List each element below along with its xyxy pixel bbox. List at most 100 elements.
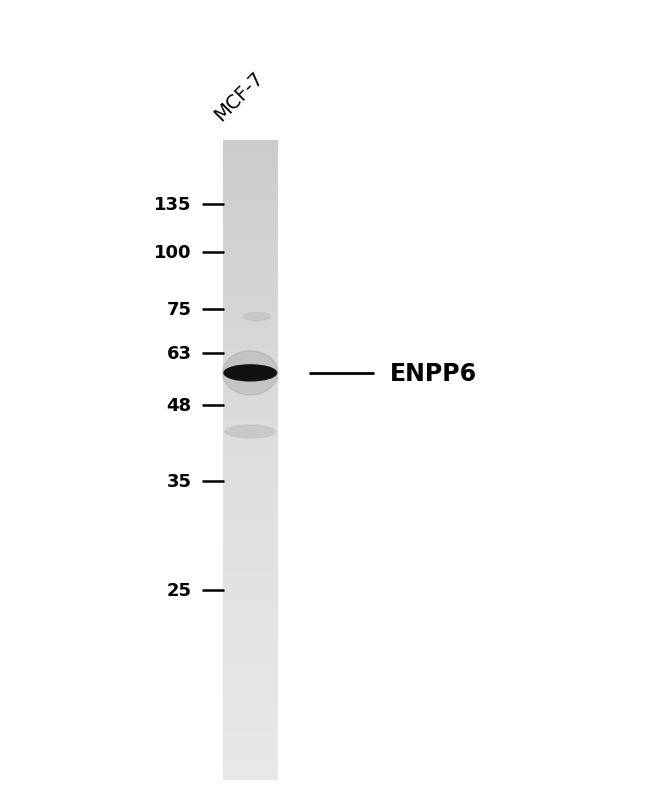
Bar xyxy=(222,606,278,610)
Bar xyxy=(222,658,278,662)
Bar xyxy=(222,600,278,604)
Bar xyxy=(222,683,278,687)
Bar xyxy=(222,210,278,214)
Bar xyxy=(222,332,278,336)
Bar xyxy=(222,316,278,320)
Bar xyxy=(222,514,278,518)
Bar xyxy=(222,169,278,173)
Bar xyxy=(222,696,278,700)
Bar xyxy=(222,313,278,317)
Bar xyxy=(222,517,278,521)
Bar xyxy=(222,294,278,298)
Bar xyxy=(222,731,278,735)
Bar xyxy=(222,540,278,544)
Text: ENPP6: ENPP6 xyxy=(390,361,477,385)
Bar xyxy=(222,622,278,626)
Bar xyxy=(222,469,278,473)
Bar xyxy=(222,590,278,594)
Bar xyxy=(222,565,278,569)
Ellipse shape xyxy=(226,426,275,438)
Bar xyxy=(222,179,278,183)
Bar xyxy=(222,527,278,531)
Bar xyxy=(222,766,278,770)
Bar xyxy=(222,344,278,349)
Bar xyxy=(222,648,278,652)
Bar xyxy=(222,575,278,579)
Bar xyxy=(222,373,278,377)
Bar xyxy=(222,406,278,410)
Bar xyxy=(222,744,278,748)
Bar xyxy=(222,609,278,613)
Bar xyxy=(222,495,278,499)
Bar xyxy=(222,472,278,476)
Bar xyxy=(222,246,278,250)
Bar xyxy=(222,593,278,597)
Bar xyxy=(222,287,278,291)
Bar xyxy=(222,217,278,221)
Bar xyxy=(222,619,278,623)
Bar xyxy=(222,753,278,757)
Ellipse shape xyxy=(243,313,270,321)
Bar xyxy=(222,450,278,454)
Bar xyxy=(222,176,278,180)
Bar xyxy=(222,207,278,211)
Bar xyxy=(222,603,278,607)
Bar xyxy=(222,320,278,324)
Bar xyxy=(222,737,278,741)
Bar xyxy=(222,556,278,560)
Bar xyxy=(222,578,278,582)
Bar xyxy=(222,198,278,202)
Bar xyxy=(222,284,278,288)
Bar xyxy=(222,482,278,486)
Bar xyxy=(222,434,278,438)
Bar xyxy=(222,715,278,719)
Bar xyxy=(222,444,278,448)
Bar xyxy=(222,265,278,269)
Bar xyxy=(222,252,278,256)
Bar xyxy=(222,712,278,716)
Bar xyxy=(222,441,278,445)
Bar xyxy=(222,195,278,199)
Bar xyxy=(222,747,278,751)
Bar xyxy=(222,654,278,658)
Bar xyxy=(222,383,278,387)
Text: 63: 63 xyxy=(167,344,192,362)
Bar xyxy=(222,326,278,330)
Bar xyxy=(222,533,278,537)
Bar xyxy=(222,501,278,505)
Bar xyxy=(222,457,278,460)
Bar xyxy=(222,160,278,164)
Bar xyxy=(222,760,278,764)
Bar xyxy=(222,214,278,218)
Bar xyxy=(222,409,278,413)
Bar xyxy=(222,370,278,374)
Bar xyxy=(222,255,278,259)
Bar xyxy=(222,520,278,524)
Bar xyxy=(222,377,278,381)
Bar xyxy=(222,645,278,649)
Bar xyxy=(222,709,278,713)
Bar xyxy=(222,438,278,442)
Bar xyxy=(222,498,278,502)
Bar xyxy=(222,750,278,754)
Bar xyxy=(222,380,278,384)
Bar xyxy=(222,144,278,148)
Bar xyxy=(222,147,278,151)
Bar xyxy=(222,667,278,671)
Bar xyxy=(222,552,278,556)
Bar xyxy=(222,402,278,406)
Bar xyxy=(222,141,278,145)
Bar xyxy=(222,674,278,678)
Bar xyxy=(222,307,278,311)
Bar xyxy=(222,585,278,588)
Bar xyxy=(222,661,278,665)
Bar xyxy=(222,396,278,400)
Bar xyxy=(222,236,278,240)
Bar xyxy=(222,763,278,767)
Bar xyxy=(222,226,278,230)
Text: 35: 35 xyxy=(167,473,192,491)
Bar xyxy=(222,329,278,332)
Bar xyxy=(222,721,278,725)
Bar xyxy=(222,189,278,193)
Bar xyxy=(222,635,278,639)
